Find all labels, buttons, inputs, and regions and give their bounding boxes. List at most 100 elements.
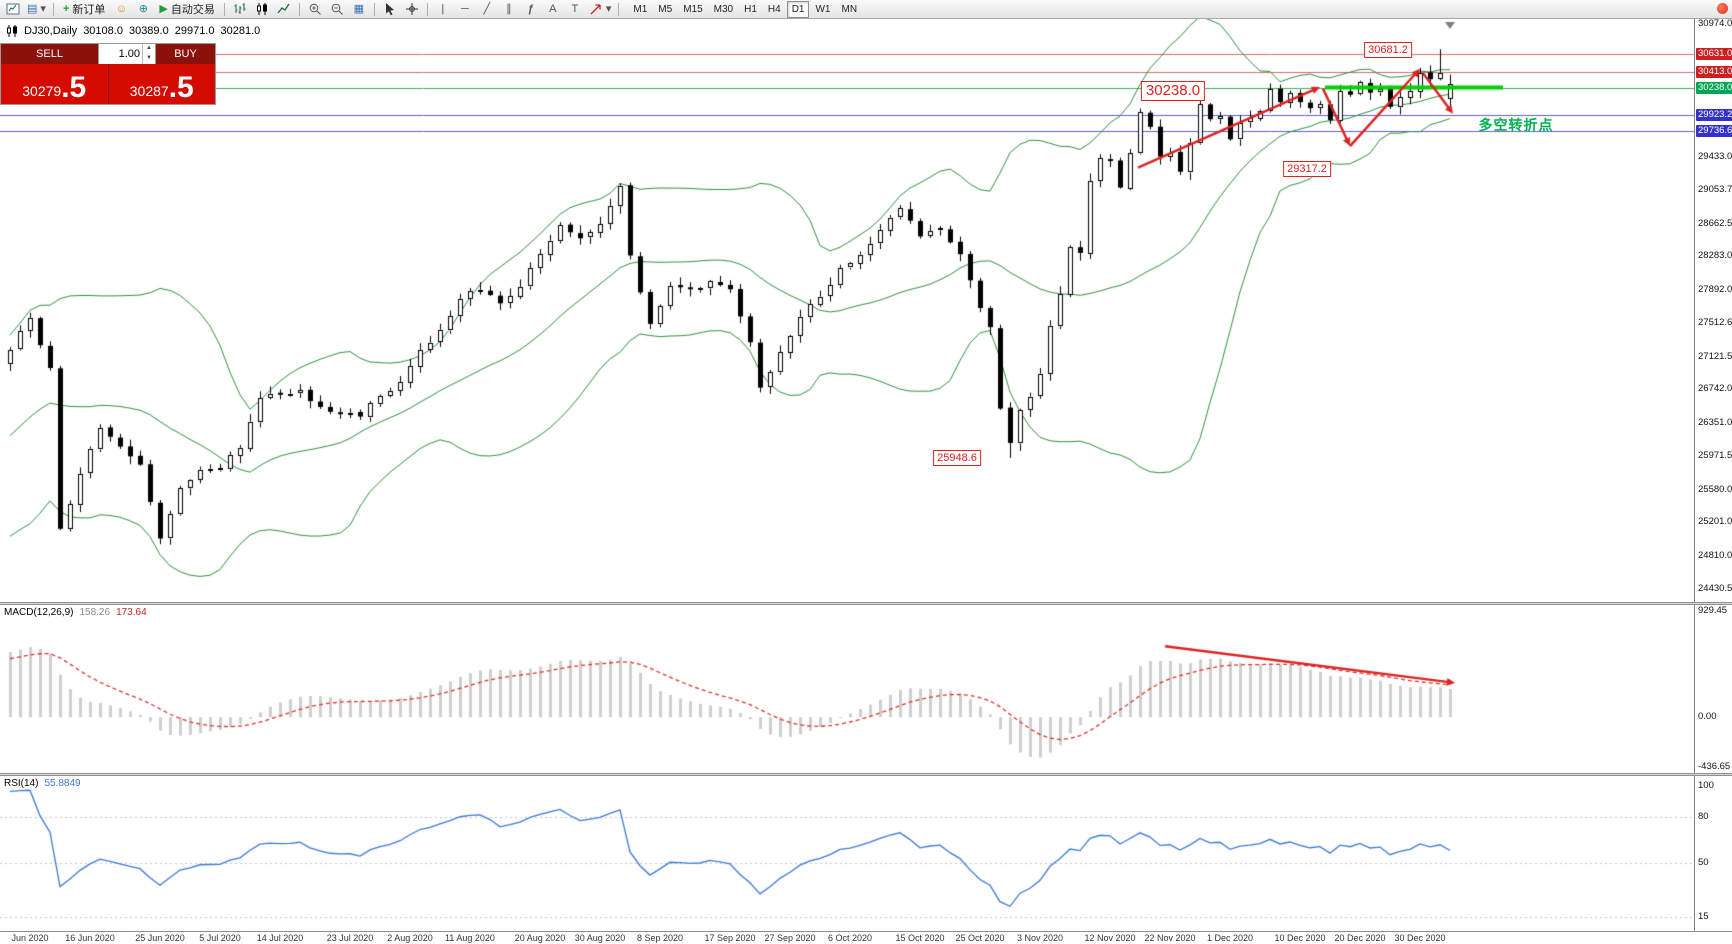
timeframe-group: M1 M5 M15 M30 H1 H4 D1 W1 MN xyxy=(628,0,862,18)
zoom-in-icon[interactable] xyxy=(305,1,325,17)
new-chart-icon[interactable] xyxy=(3,1,23,17)
volume-value[interactable]: 1.00 xyxy=(118,48,140,60)
web-glyph: ⊕ xyxy=(138,2,148,15)
fibonacci-icon[interactable]: ƒ xyxy=(521,1,541,17)
date-axis-label: 12 Nov 2020 xyxy=(1084,933,1136,943)
buy-price-base: 30287 xyxy=(129,83,169,99)
bar-chart-icon[interactable] xyxy=(230,1,250,17)
rsi-canvas[interactable] xyxy=(0,776,1694,931)
timeframe-W1[interactable]: W1 xyxy=(815,3,831,15)
rsi-panel: RSI(14) 55.8849 xyxy=(0,776,1694,931)
timeframe-M5[interactable]: M5 xyxy=(658,3,673,15)
price-axis-label: 50 xyxy=(1698,857,1709,869)
chevron-down-icon: ▾ xyxy=(605,2,612,15)
price-axis-label: -436.65 xyxy=(1698,761,1731,772)
channel-icon[interactable]: ∥ xyxy=(499,1,519,17)
price-axis-label: 30631.0 xyxy=(1696,47,1732,60)
vertical-line-icon[interactable]: | xyxy=(433,1,453,17)
price-axis-label: 29433.0 xyxy=(1698,151,1732,163)
date-axis-label: 17 Sep 2020 xyxy=(704,933,756,943)
trendline-icon[interactable]: ╱ xyxy=(477,1,497,17)
tile-glyph: ▦ xyxy=(353,2,365,15)
macd-panel: MACD(12,26,9) 158.26 173.64 xyxy=(0,605,1694,773)
timeframe-M30[interactable]: M30 xyxy=(713,3,734,15)
volume-stepper[interactable]: 1.00 ▲ ▼ xyxy=(98,44,156,64)
new-order-button[interactable]: + 新订单 xyxy=(59,1,109,17)
spin-down-icon[interactable]: ▼ xyxy=(146,55,152,61)
timeframe-D1[interactable]: D1 xyxy=(786,0,810,18)
panel-splitter[interactable] xyxy=(0,602,1732,605)
price-axis-label: 25580.0 xyxy=(1698,483,1732,495)
panel-splitter[interactable] xyxy=(0,773,1732,776)
price-axis-label: 27121.5 xyxy=(1698,350,1732,362)
price-axis-label: 28283.0 xyxy=(1698,250,1732,262)
price-axis-label: 24430.5 xyxy=(1698,583,1732,594)
date-axis[interactable]: Jun 2020 16 Jun 2020 25 Jun 2020 5 Jul 2020… xyxy=(0,931,1732,944)
macd-canvas[interactable] xyxy=(0,605,1694,773)
buy-price-button[interactable]: 30287 .5 xyxy=(107,64,215,104)
date-axis-label: 15 Oct 2020 xyxy=(895,933,945,943)
date-axis-label: 11 Aug 2020 xyxy=(445,933,495,943)
date-axis-label: 14 Jul 2020 xyxy=(256,933,304,943)
price-chart-panel: DJ30,Daily 30108.0 30389.0 29971.0 30281… xyxy=(0,19,1694,602)
profiles-icon[interactable]: ▤ ▾ xyxy=(25,1,48,17)
sell-button[interactable]: SELL xyxy=(1,44,98,64)
rsi-value: 55.8849 xyxy=(44,778,81,789)
date-axis-label: 20 Aug 2020 xyxy=(514,933,566,943)
trendline-glyph: ╱ xyxy=(483,2,491,15)
community-icon[interactable]: ☺ xyxy=(111,1,131,17)
date-axis-label: 8 Sep 2020 xyxy=(636,933,684,943)
price-axis-label: 929.45 xyxy=(1698,605,1728,616)
chart-close-value: 30281.0 xyxy=(220,25,261,37)
toolbar-separator xyxy=(52,2,54,16)
macd-signal-value: 173.64 xyxy=(116,607,147,618)
date-axis-label: 25 Jun 2020 xyxy=(135,933,185,943)
toolbar-separator xyxy=(426,2,428,16)
timeframe-M1[interactable]: M1 xyxy=(633,3,648,15)
tile-windows-icon[interactable]: ▦ xyxy=(349,1,369,17)
date-axis-label: 30 Aug 2020 xyxy=(574,933,626,943)
macd-label: MACD(12,26,9) 158.26 173.64 xyxy=(4,607,147,618)
timeframe-M15[interactable]: M15 xyxy=(683,3,703,15)
price-axis-label: 29053.7 xyxy=(1698,183,1732,195)
autotrading-button[interactable]: ▶ 自动交易 xyxy=(155,1,218,17)
price-label-30681[interactable]: 30681.2 xyxy=(1364,42,1412,59)
text-icon[interactable]: A xyxy=(543,1,563,17)
rsi-name: RSI(14) xyxy=(4,778,39,789)
price-axis-label: 25201.0 xyxy=(1698,516,1732,528)
price-label-25948[interactable]: 25948.6 xyxy=(933,449,981,466)
toolbar-separator xyxy=(223,2,225,16)
price-axis-label: 26742.0 xyxy=(1698,383,1732,395)
horizontal-line-icon[interactable]: ─ xyxy=(455,1,475,17)
sell-price-button[interactable]: 30279 .5 xyxy=(1,64,108,104)
toolbar: ▤ ▾ + 新订单 ☺ ⊕ ▶ 自动交易 ▦ | ─ ╱ ∥ ƒ A T ▾ xyxy=(0,0,1732,19)
line-chart-icon[interactable] xyxy=(274,1,294,17)
arrows-tool-icon[interactable]: ▾ xyxy=(587,1,614,17)
price-chart-canvas[interactable] xyxy=(0,19,1694,602)
chevron-down-icon: ▾ xyxy=(40,2,46,15)
buy-button[interactable]: BUY xyxy=(156,44,215,64)
timeframe-H1[interactable]: H1 xyxy=(744,3,757,15)
label-glyph: T xyxy=(571,2,579,15)
cursor-icon[interactable] xyxy=(380,1,400,17)
candlestick-icon[interactable] xyxy=(252,1,272,17)
label-icon[interactable]: T xyxy=(565,1,585,17)
price-axis-label: 27512.6 xyxy=(1698,316,1732,328)
crosshair-icon[interactable] xyxy=(402,1,422,17)
price-label-29317[interactable]: 29317.2 xyxy=(1283,160,1331,177)
date-axis-label: 22 Nov 2020 xyxy=(1144,933,1196,943)
date-axis-label: 23 Jul 2020 xyxy=(326,933,374,943)
chart-info: DJ30,Daily 30108.0 30389.0 29971.0 30281… xyxy=(6,25,260,37)
sell-price-base: 30279 xyxy=(22,83,62,99)
timeframe-MN[interactable]: MN xyxy=(841,3,858,15)
web-icon[interactable]: ⊕ xyxy=(133,1,153,17)
price-label-30238[interactable]: 30238.0 xyxy=(1140,81,1206,102)
spin-up-icon[interactable]: ▲ xyxy=(146,45,152,51)
price-axis[interactable]: 30974.0 30631.0 30413.0 30238.0 29923.2 29736… xyxy=(1694,18,1732,944)
notification-badge[interactable] xyxy=(1717,3,1728,14)
chart-low-value: 29971.0 xyxy=(174,25,215,37)
turning-point-note[interactable]: 多空转折点 xyxy=(1478,116,1554,133)
chart-symbol-period: DJ30,Daily xyxy=(24,25,78,37)
zoom-out-icon[interactable] xyxy=(327,1,347,17)
timeframe-H4[interactable]: H4 xyxy=(767,3,781,15)
